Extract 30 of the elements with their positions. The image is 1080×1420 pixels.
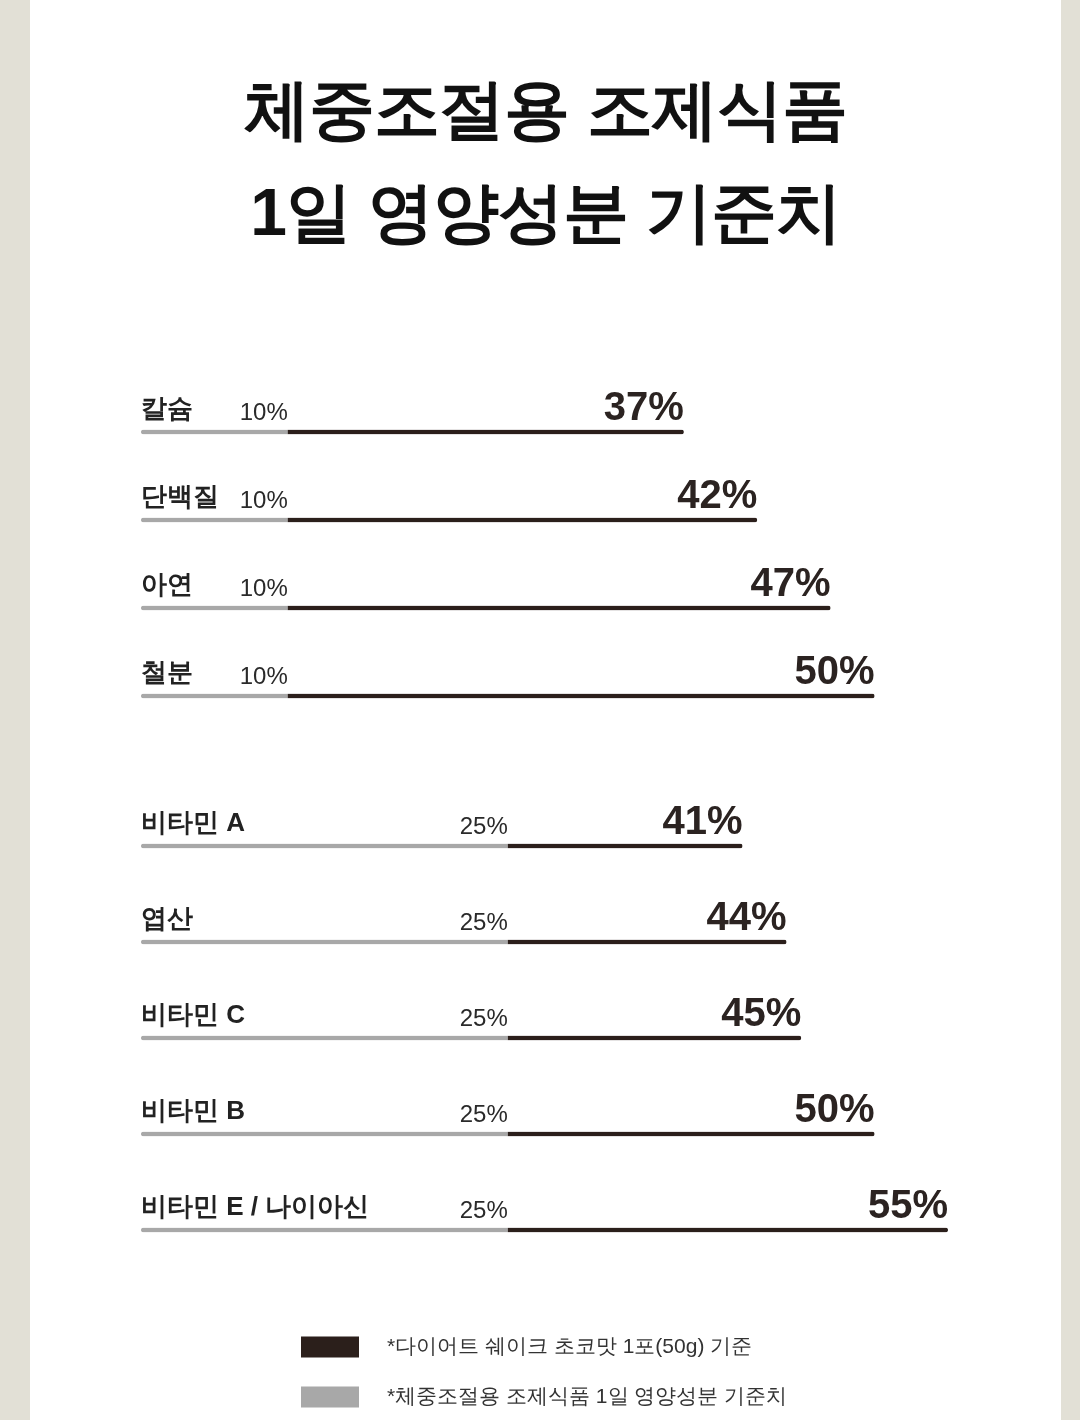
total-label: 41% xyxy=(662,798,743,842)
total-label: 45% xyxy=(721,990,802,1034)
data-label: 25% xyxy=(459,1196,508,1223)
y-tick-label: 비타민 E / 나이아신 xyxy=(141,1191,370,1221)
y-tick-label: 비타민 C xyxy=(141,999,246,1029)
data-label: 10% xyxy=(239,662,288,689)
y-tick-label: 비타민 A xyxy=(141,807,246,837)
data-label: 25% xyxy=(459,1100,508,1127)
legend-label: *체중조절용 조제식품 1일 영양성분 기준치 xyxy=(387,1384,788,1407)
data-label: 25% xyxy=(459,812,508,839)
total-label: 44% xyxy=(706,894,787,938)
legend-label: *다이어트 쉐이크 초코맛 1포(50g) 기준 xyxy=(387,1334,753,1357)
y-tick-label: 엽산 xyxy=(141,903,193,933)
total-label: 50% xyxy=(794,648,875,692)
data-label: 10% xyxy=(239,486,288,513)
y-tick-label: 칼슘 xyxy=(141,393,193,423)
y-tick-label: 아연 xyxy=(141,569,193,599)
chart-title: 체중조절용 조제식품 1일 영양성분 기준치 xyxy=(243,71,848,251)
total-label: 55% xyxy=(867,1182,948,1226)
data-label: 10% xyxy=(239,574,288,601)
total-label: 47% xyxy=(750,560,831,604)
y-tick-label: 비타민 B xyxy=(141,1095,245,1125)
y-tick-label: 단백질 xyxy=(141,481,219,511)
y-tick-label: 철분 xyxy=(141,657,193,687)
total-label: 37% xyxy=(603,384,684,428)
total-label: 50% xyxy=(794,1086,875,1130)
data-label: 25% xyxy=(459,908,508,935)
total-label: 42% xyxy=(677,472,758,516)
data-label: 25% xyxy=(459,1004,508,1031)
data-label: 10% xyxy=(239,398,288,425)
